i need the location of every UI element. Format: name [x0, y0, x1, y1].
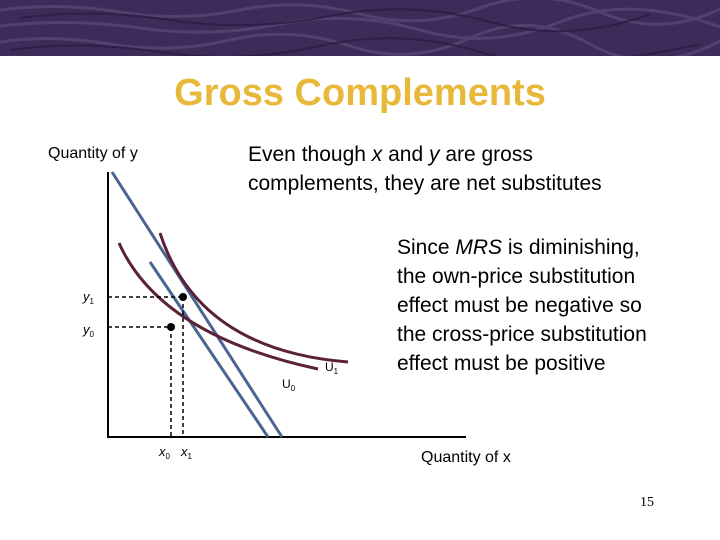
- note-line-1: Even though x and y are gross: [248, 143, 533, 166]
- explanation-line-4: the cross-price substitution: [397, 323, 647, 346]
- explanation-line-3: effect must be negative so: [397, 294, 642, 317]
- explanation-line-5: effect must be positive: [397, 352, 606, 375]
- budget-line-new: [148, 261, 270, 438]
- original-equilibrium-point: [167, 323, 175, 331]
- net-substitutes-note: Even though x and y are gross complement…: [248, 140, 602, 198]
- y0-label: y0: [82, 322, 95, 339]
- explanation-line-1: Since MRS is diminishing,: [397, 236, 640, 259]
- indifference-curve-u0: [117, 242, 319, 371]
- x0-label: x0: [158, 444, 171, 461]
- page-number: 15: [640, 495, 654, 510]
- x1-label: x1: [180, 444, 193, 461]
- decorative-banner: [0, 0, 720, 56]
- slide-title: Gross Complements: [174, 72, 546, 114]
- indifference-curve-u1: [158, 232, 349, 364]
- y-axis-label: Quantity of y: [48, 145, 138, 162]
- u1-label: U1: [325, 360, 339, 376]
- note-line-2: complements, they are net substitutes: [248, 172, 602, 195]
- budget-line-original: [110, 171, 284, 438]
- u0-label: U0: [282, 377, 296, 393]
- y1-label: y1: [82, 289, 95, 306]
- x-axis-label: Quantity of x: [421, 449, 511, 466]
- new-equilibrium-point: [179, 293, 187, 301]
- explanation-line-2: the own-price substitution: [397, 265, 636, 288]
- mrs-explanation: Since MRS is diminishing, the own-price …: [397, 233, 647, 378]
